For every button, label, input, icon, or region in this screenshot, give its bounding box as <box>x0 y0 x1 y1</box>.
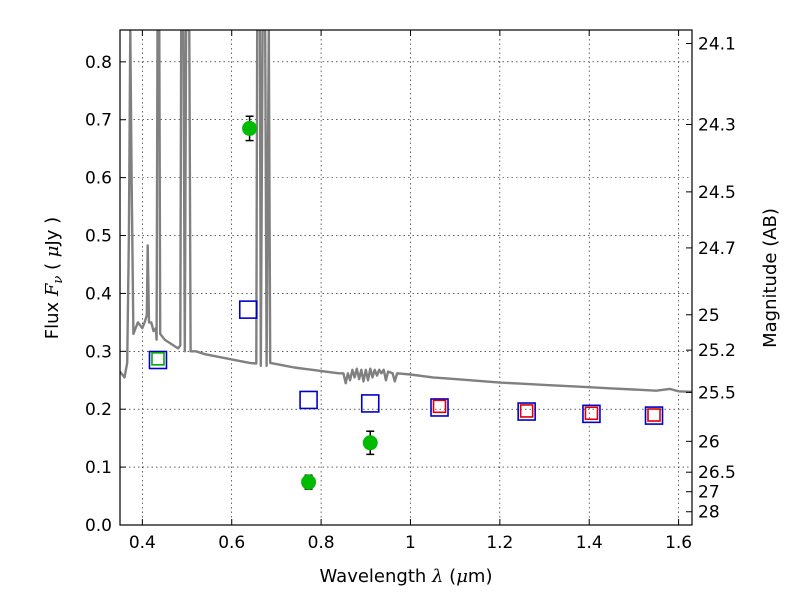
model-point-red <box>584 406 599 421</box>
y2-axis-label: Magnitude (AB) <box>760 208 781 348</box>
x-tick-label: 1.2 <box>486 533 513 553</box>
grid-lines <box>120 30 692 525</box>
detection-point <box>242 120 258 136</box>
y2-tick-label: 25.5 <box>698 383 736 403</box>
plot-frame <box>119 29 693 526</box>
model-point-blue <box>644 406 664 425</box>
y2-tick-label: 24.7 <box>698 239 736 259</box>
y2-tick-label: 24.3 <box>698 115 736 135</box>
model-point-red <box>647 408 661 422</box>
y2-tick-label: 24.1 <box>698 34 736 54</box>
model-point-blue <box>430 398 449 417</box>
detection-point <box>362 435 378 451</box>
model-point-red <box>432 399 447 414</box>
model-point-blue <box>517 402 536 421</box>
y2-tick-label: 27 <box>698 483 720 503</box>
y2-tick-label: 28 <box>698 503 720 523</box>
axis-ticks <box>120 30 692 526</box>
y-tick-label: 0.0 <box>85 516 112 536</box>
x-tick-label: 0.6 <box>218 533 245 553</box>
x-tick-label: 1 <box>405 533 416 553</box>
y-tick-label: 0.6 <box>85 169 112 189</box>
y-tick-label: 0.8 <box>85 53 112 73</box>
y2-tick-label: 26 <box>698 432 720 452</box>
detection-point <box>301 474 317 490</box>
axis-tick-labels: 0.4 0.6 0.8 1 1.2 1.4 1.6 0.0 0.1 0.2 0.3 0.4 0.5 0.6… <box>85 34 736 553</box>
model-point-red <box>519 404 534 418</box>
y-tick-label: 0.1 <box>85 458 112 478</box>
y-tick-label: 0.5 <box>85 227 112 247</box>
model-point-blue <box>360 394 380 413</box>
x-tick-label: 1.6 <box>665 533 692 553</box>
model-point-blue <box>582 404 601 424</box>
x-tick-label: 0.8 <box>308 533 335 553</box>
model-point-blue <box>148 350 168 370</box>
y2-tick-label: 25 <box>698 306 720 326</box>
x-tick-label: 1.4 <box>576 533 603 553</box>
y-tick-label: 0.4 <box>85 284 112 304</box>
y-tick-label: 0.2 <box>85 400 112 420</box>
y2-tick-label: 24.5 <box>698 183 736 203</box>
y2-tick-label: 25.2 <box>698 341 736 361</box>
model-point-blue <box>238 300 258 319</box>
model-point-green <box>151 352 165 366</box>
x-tick-label: 0.4 <box>129 533 156 553</box>
y2-tick-label: 26.5 <box>698 463 736 483</box>
model-point-blue <box>299 390 318 410</box>
plot-area <box>120 30 692 490</box>
x-axis-label: Wavelength λ (μm) <box>320 566 493 587</box>
spectrum-line <box>120 30 692 393</box>
y-tick-label: 0.3 <box>85 342 112 362</box>
y-axis-label: Flux Fν ( μJy ) <box>42 217 66 339</box>
y-tick-label: 0.7 <box>85 111 112 131</box>
